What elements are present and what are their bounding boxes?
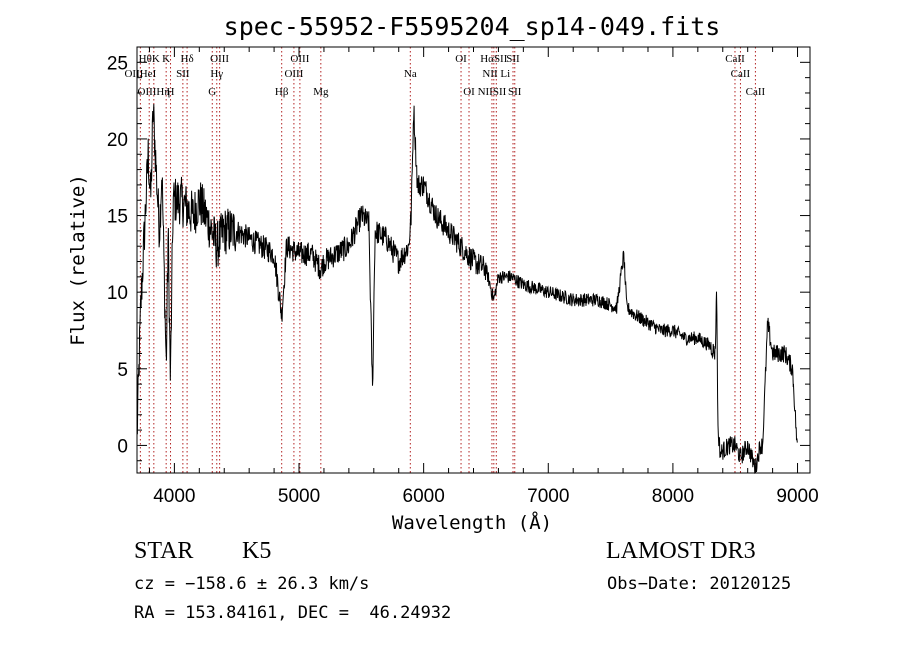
line-label-0: HθK: [139, 53, 160, 65]
line-label-6: SII: [176, 68, 190, 80]
line-label-20: SII: [506, 53, 520, 65]
line-label-8: Hγ: [210, 68, 223, 80]
y-tick-label: 0: [117, 436, 128, 457]
y-axis-label: Flux (relative): [67, 174, 89, 346]
line-label-2: OIIIHη: [138, 86, 171, 98]
line-label-7: OIII: [210, 53, 229, 65]
line-label-19: NIISII: [478, 86, 507, 98]
spectrum-series-line: [136, 104, 798, 474]
y-tick-label: 20: [107, 130, 128, 151]
y-tick-label: 10: [107, 283, 128, 304]
line-label-12: Hβ: [275, 86, 289, 98]
y-axis: 0 5 10 15 20 25: [107, 53, 810, 462]
line-label-22: CaII: [725, 53, 745, 65]
object-class: STAR: [134, 538, 194, 564]
y-tick-label: 25: [107, 53, 128, 74]
line-label-10: OIII: [290, 53, 309, 65]
chart-title: spec-55952-F5595204_sp14-049.fits: [224, 12, 721, 41]
x-tick-label: 9000: [776, 486, 818, 507]
line-label-1: OIIHeI: [124, 68, 156, 80]
line-label-5: Hδ: [181, 53, 194, 65]
x-tick-label: 6000: [403, 486, 445, 507]
line-label-18: NII Li: [482, 68, 510, 80]
redshift-velocity: cz = −158.6 ± 26.3 km/s: [134, 574, 370, 594]
y-tick-label: 15: [107, 207, 128, 228]
y-tick-label: 5: [117, 360, 128, 381]
spectral-line-labels: HθK OIIHeI OIIIHη K H Hδ SII OIII Hγ G OIII OIII Hβ M…: [124, 53, 765, 98]
x-axis-label: Wavelength (Å): [392, 511, 552, 534]
line-label-23: CaII: [731, 68, 751, 80]
line-label-14: Na: [404, 68, 417, 80]
line-label-16: OI: [463, 86, 475, 98]
line-label-24: CaII: [746, 86, 766, 98]
x-axis: 4000 5000 6000 7000 8000 9000: [148, 47, 819, 507]
x-tick-label: 5000: [278, 486, 320, 507]
x-tick-label: 7000: [527, 486, 569, 507]
line-label-13: Mg: [313, 86, 329, 98]
plot-frame: [136, 46, 811, 474]
line-label-3: K: [162, 53, 170, 65]
x-tick-label: 8000: [652, 486, 694, 507]
object-subclass: K5: [242, 538, 272, 564]
line-label-4: H: [167, 86, 175, 98]
sky-coordinates: RA = 153.84161, DEC = 46.24932: [134, 603, 452, 623]
line-label-9: G: [208, 86, 216, 98]
line-label-17: HαSII: [480, 53, 507, 65]
line-label-15: OI: [455, 53, 467, 65]
line-label-21: SII: [508, 86, 522, 98]
x-tick-label: 4000: [153, 486, 195, 507]
observation-date: Obs−Date: 20120125: [607, 574, 792, 594]
survey-name: LAMOST DR3: [606, 538, 756, 564]
spectral-line-markers: [139, 47, 756, 473]
line-label-11: OIII: [284, 68, 303, 80]
